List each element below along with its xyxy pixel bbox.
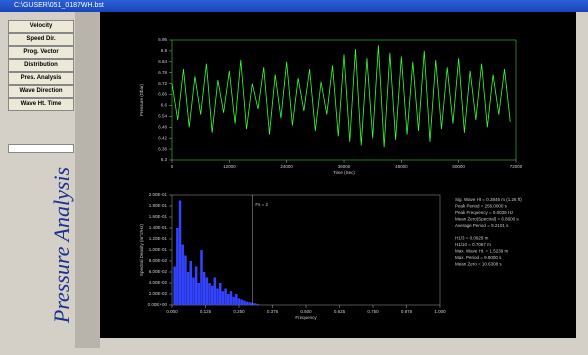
- x-tick-label: 0.750: [367, 309, 379, 314]
- title-bar: C:\GUSER\051_0187WH.bst: [0, 0, 588, 12]
- annotation: Fs = 2: [255, 202, 268, 207]
- nav-button[interactable]: Wave Ht. Time: [8, 98, 74, 111]
- stat-line: H1/3 = 0.0929 m: [455, 236, 489, 241]
- y-axis-label: Spectral Density (m^2/Hz): [139, 223, 144, 276]
- x-tick-label: 48000: [395, 164, 408, 169]
- y-tick-label: 6.72: [158, 81, 167, 86]
- y-tick-label: 6.78: [158, 70, 167, 75]
- y-tick-label: 2.00E-01: [149, 192, 168, 197]
- y-tick-label: 1.20E-01: [149, 236, 168, 241]
- y-tick-label: 6.36: [158, 146, 167, 151]
- x-tick-label: 24000: [280, 164, 293, 169]
- x-tick-label: 1.000: [434, 309, 446, 314]
- side-title: Pressure Analysis: [49, 166, 74, 324]
- y-tick-label: 6.9: [161, 48, 168, 53]
- x-tick-label: 0.000: [166, 309, 178, 314]
- y-tick-label: 0.00E+00: [148, 302, 168, 307]
- y-tick-label: 6.48: [158, 124, 167, 129]
- stat-line: Mean Zero = 10.6308 s: [455, 262, 502, 267]
- stat-line: Mean Zero(Spectral) = 6.8600 s: [455, 217, 519, 222]
- x-tick-label: 0.250: [233, 309, 245, 314]
- y-tick-label: 1.00E-01: [149, 247, 168, 252]
- y-axis-label: Pressure (Dbar): [139, 83, 144, 116]
- x-tick-label: 0.625: [334, 309, 346, 314]
- x-tick-label: 12000: [223, 164, 236, 169]
- y-tick-label: 8.00E-02: [149, 258, 168, 263]
- title-strip: [75, 12, 100, 348]
- x-tick-label: 72000: [510, 164, 523, 169]
- y-tick-label: 4.00E-02: [149, 280, 168, 285]
- stat-line: Peak Period = 256.0000 s: [455, 204, 508, 209]
- stat-line: Peak Frequency = 0.0039 Hz: [455, 210, 514, 215]
- nav-button[interactable]: Speed Dir.: [8, 33, 74, 46]
- stat-line: Max. Wave Ht. = 1.5239 m: [455, 249, 508, 254]
- data-line: [171, 45, 511, 148]
- nav-button[interactable]: Distribution: [8, 59, 74, 72]
- y-tick-label: 6.84: [158, 59, 167, 64]
- chart-panel: 6.3 6.36 6.42 6.48 6.54 6.6 6.66 6.72 6.78 6.84 6.…: [100, 12, 576, 338]
- x-tick-label: 0.375: [267, 309, 279, 314]
- y-tick-label: 6.42: [158, 135, 167, 140]
- y-tick-label: 6.66: [158, 92, 167, 97]
- x-tick-label: 36000: [338, 164, 351, 169]
- x-tick-label: 60000: [452, 164, 465, 169]
- stat-line: Max. Period = 9.8000 s: [455, 255, 502, 260]
- stat-line: H1/10 = 0.7067 m: [455, 242, 491, 247]
- y-tick-label: 1.40E-01: [149, 225, 168, 230]
- y-tick-label: 6.3: [161, 157, 168, 162]
- x-axis-label: Frequency: [295, 315, 317, 320]
- x-tick-label: 0.875: [401, 309, 413, 314]
- y-tick-label: 6.96: [158, 37, 167, 42]
- y-tick-label: 6.00E-02: [149, 269, 168, 274]
- y-tick-label: 6.6: [161, 103, 168, 108]
- x-tick-label: 0.125: [200, 309, 212, 314]
- y-tick-label: 2.00E-02: [149, 291, 168, 296]
- y-tick-label: 1.80E-01: [149, 203, 168, 208]
- x-tick-label: 0: [171, 164, 174, 169]
- scrollbar[interactable]: [8, 144, 74, 153]
- nav-button[interactable]: Wave Direction: [8, 85, 74, 98]
- x-tick-label: 0.500: [300, 309, 312, 314]
- nav-button[interactable]: Prog. Vector: [8, 46, 74, 59]
- nav-button[interactable]: Pres. Analysis: [8, 72, 74, 85]
- nav-button[interactable]: Velocity: [8, 20, 74, 33]
- y-tick-label: 6.54: [158, 114, 167, 119]
- stat-line: Average Period = 9.2101 s: [455, 223, 509, 228]
- x-axis-label: Time (Sec): [333, 170, 355, 175]
- y-tick-label: 1.60E-01: [149, 214, 168, 219]
- stat-line: Sig. Wave Ht = 0.3846 m (1.26 ft): [455, 197, 522, 202]
